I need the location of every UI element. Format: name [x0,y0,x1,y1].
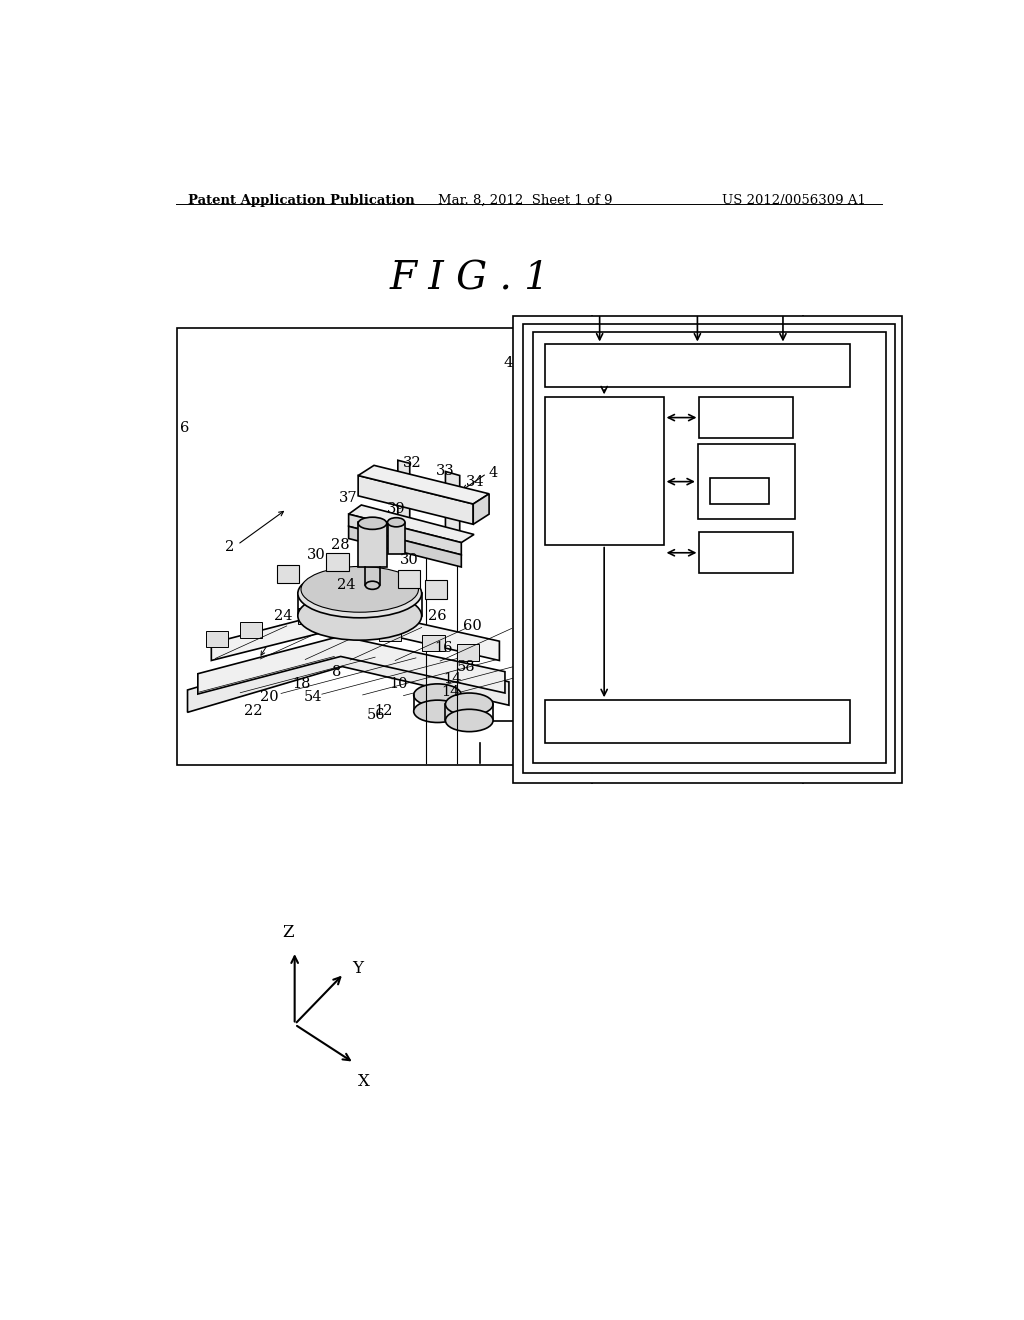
Text: 28: 28 [331,537,349,552]
Bar [206,631,228,647]
Text: 30: 30 [400,553,419,566]
Text: Patent Application Publication: Patent Application Publication [187,194,415,207]
Text: 44: 44 [668,425,687,438]
Text: 39: 39 [387,502,406,516]
Text: 54: 54 [304,690,323,704]
Bar [545,397,664,545]
Text: RAM: RAM [727,454,765,469]
Text: ·: · [737,520,741,535]
Text: 16: 16 [434,642,453,655]
Polygon shape [348,515,461,554]
Text: 18: 18 [292,677,310,690]
Text: ROM: ROM [726,411,766,425]
Polygon shape [445,471,460,564]
Text: US 2012/0056309 A1: US 2012/0056309 A1 [722,194,866,207]
Text: Mar. 8, 2012  Sheet 1 of 9: Mar. 8, 2012 Sheet 1 of 9 [437,194,612,207]
Text: 33: 33 [436,465,455,478]
Text: 56: 56 [367,709,386,722]
Text: 10: 10 [389,677,408,690]
Bar [699,397,793,438]
Ellipse shape [301,566,419,612]
Bar [278,565,299,583]
Ellipse shape [445,709,494,731]
Text: X: X [358,1073,370,1090]
Polygon shape [358,475,473,524]
Text: 24: 24 [274,609,293,623]
Polygon shape [187,644,509,713]
Text: 24: 24 [337,578,355,593]
Bar [545,700,850,743]
Text: 40: 40 [504,355,523,370]
Text: 14: 14 [441,685,460,700]
Text: RAM-A: RAM-A [720,486,759,496]
Bar [177,329,544,766]
Text: 34: 34 [466,475,484,488]
Text: 50: 50 [608,392,628,407]
Ellipse shape [414,684,461,706]
Polygon shape [358,466,489,504]
Text: Z: Z [283,924,294,941]
Bar [240,622,262,638]
Text: 60: 60 [463,619,482,634]
Text: CPU: CPU [581,462,628,480]
Ellipse shape [414,700,461,722]
Ellipse shape [298,591,422,640]
Polygon shape [348,506,474,543]
Bar [423,635,444,651]
Text: 52: 52 [684,726,702,739]
Text: 22: 22 [244,705,262,718]
Text: Output interface: Output interface [633,714,762,729]
Ellipse shape [387,517,404,527]
Polygon shape [348,527,461,568]
Ellipse shape [358,517,387,529]
Bar [298,607,321,624]
Text: ·: · [737,531,741,544]
Text: 37: 37 [339,491,358,504]
Bar [327,553,348,572]
Text: 4: 4 [488,466,498,480]
Text: 26: 26 [428,609,446,623]
Text: ·: · [737,510,741,524]
Polygon shape [397,461,410,549]
Ellipse shape [366,581,380,589]
Polygon shape [198,636,505,694]
Bar [710,478,769,504]
Text: 20: 20 [260,690,279,704]
Bar [532,333,886,763]
Bar [358,523,387,568]
Polygon shape [211,607,500,660]
Bar [457,644,479,660]
Text: Y: Y [352,960,362,977]
Bar [387,523,404,554]
Ellipse shape [445,693,494,715]
Text: 8: 8 [332,665,341,678]
Bar [379,624,401,642]
Bar [397,570,420,589]
Text: 14: 14 [443,672,462,686]
Text: 12: 12 [375,705,393,718]
Ellipse shape [298,569,422,618]
Text: 48: 48 [642,578,662,593]
Text: 46: 46 [803,477,822,491]
Text: Input interface: Input interface [639,359,756,372]
Text: F I G . 1: F I G . 1 [389,260,549,297]
Polygon shape [473,494,489,524]
Bar [513,315,902,784]
Bar [523,325,895,774]
Bar [425,581,447,598]
Text: 30: 30 [307,548,326,562]
Text: 42: 42 [519,421,539,434]
Text: Counter: Counter [715,545,777,560]
Text: 32: 32 [402,457,422,470]
Bar [697,444,795,519]
Text: 2: 2 [225,540,234,553]
Text: 6: 6 [180,421,189,434]
Bar [545,345,850,387]
Text: 58: 58 [457,660,475,673]
Bar [699,532,793,573]
